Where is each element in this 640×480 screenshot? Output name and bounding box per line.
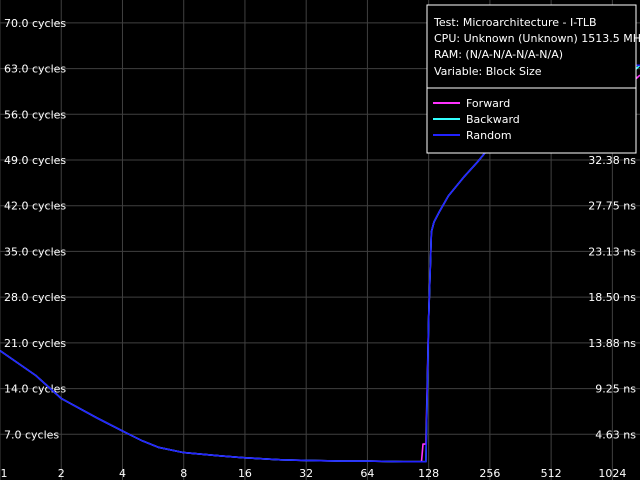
y-tick-label-left: 49.0 cycles <box>4 154 66 167</box>
x-tick-label: 512 <box>541 467 562 480</box>
x-tick-label: 256 <box>479 467 500 480</box>
info-variable: Variable: Block Size <box>434 65 542 78</box>
y-axis-left-labels: 7.0 cycles 14.0 cycles 21.0 cycles 28.0 cyc… <box>4 17 66 441</box>
y-tick-label-left: 21.0 cycles <box>4 337 66 350</box>
y-tick-label-right: 18.50 ns <box>588 291 636 304</box>
x-tick-label: 1 <box>1 467 8 480</box>
info-test: Test: Microarchitecture - I-TLB <box>433 16 597 29</box>
info-legend-box: Test: Microarchitecture - I-TLB CPU: Unk… <box>426 4 640 154</box>
info-box-frame <box>426 4 637 154</box>
x-axis-labels: 1 2 4 8 16 32 64 128 256 512 1024 <box>1 467 627 480</box>
x-tick-label: 1024 <box>598 467 626 480</box>
y-tick-label-left: 56.0 cycles <box>4 108 66 121</box>
x-tick-label: 4 <box>119 467 126 480</box>
y-tick-label-right: 13.88 ns <box>588 337 636 350</box>
y-tick-label-left: 14.0 cycles <box>4 383 66 396</box>
x-tick-label: 64 <box>360 467 374 480</box>
y-tick-label-left: 35.0 cycles <box>4 245 66 258</box>
x-tick-label: 2 <box>58 467 65 480</box>
legend: Forward Backward Random <box>433 97 520 142</box>
x-tick-label: 128 <box>418 467 439 480</box>
y-tick-label-left: 63.0 cycles <box>4 63 66 76</box>
info-ram: RAM: (N/A-N/A-N/A-N/A) <box>434 48 563 61</box>
y-tick-label-left: 42.0 cycles <box>4 200 66 213</box>
y-tick-label-right: 27.75 ns <box>588 200 636 213</box>
y-tick-label-right: 4.63 ns <box>595 428 636 441</box>
y-tick-label-left: 28.0 cycles <box>4 291 66 304</box>
y-tick-label-left: 7.0 cycles <box>4 428 59 441</box>
y-tick-label-right: 23.13 ns <box>588 245 636 258</box>
x-tick-label: 16 <box>238 467 252 480</box>
y-tick-label-left: 70.0 cycles <box>4 17 66 30</box>
y-tick-label-right: 32.38 ns <box>588 154 636 167</box>
info-cpu: CPU: Unknown (Unknown) 1513.5 MHz <box>434 32 640 45</box>
legend-label-random: Random <box>466 129 512 142</box>
x-tick-label: 32 <box>299 467 313 480</box>
legend-label-forward: Forward <box>466 97 510 110</box>
x-tick-label: 8 <box>180 467 187 480</box>
y-tick-label-right: 9.25 ns <box>595 383 636 396</box>
legend-label-backward: Backward <box>466 113 520 126</box>
